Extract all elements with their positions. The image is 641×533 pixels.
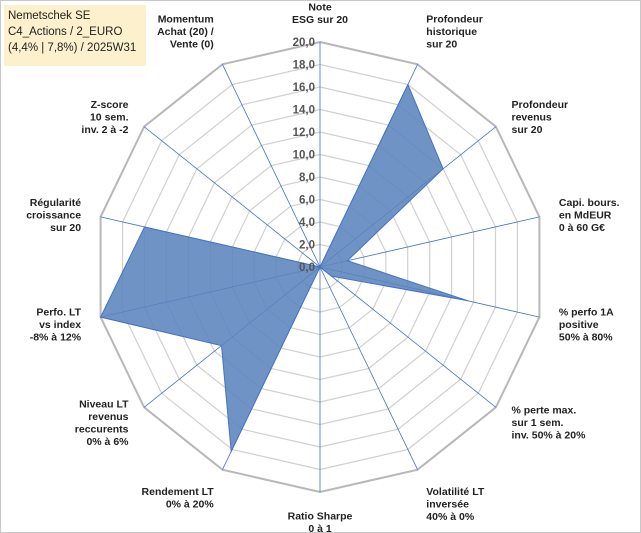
axis-label: % perte max. sur 1 sem. inv. 50% à 20% <box>512 405 587 442</box>
axis-label-line: croissance <box>26 210 81 222</box>
axis-label-line: inv. 50% à 20% <box>512 430 587 442</box>
series-area <box>99 83 469 454</box>
axis-label: Note ESG sur 20 <box>292 2 348 27</box>
axis-label-line: Profondeur <box>426 13 483 25</box>
axis-label-line: Momentum <box>158 13 214 25</box>
axis-label: Niveau LT revenus reccurents 0% à 6% <box>75 398 129 448</box>
axis-label-line: sur 1 sem. <box>512 417 564 429</box>
radar-tick-labels: 0,0 2,0 4,0 6,0 8,0 10,0 12,0 14,0 16,0 18,0 20,0 <box>293 37 315 274</box>
axis-label: Perfo. LT vs index -8% à 12% <box>30 306 82 343</box>
axis-label-line: vs index <box>39 319 81 331</box>
tick-label: 20,0 <box>293 37 315 49</box>
axis-label-line: Niveau LT <box>79 398 129 410</box>
axis-label-line: Vente (0) <box>170 38 214 50</box>
axis-label-line: % perte max. <box>512 405 577 417</box>
axis-label: % perfo 1A positive 50% à 80% <box>559 306 614 343</box>
axis-label-line: Z-score <box>91 99 129 111</box>
axis-label-line: revenus <box>88 411 128 423</box>
radar-series <box>99 83 469 454</box>
tick-label: 4,0 <box>299 217 315 229</box>
info-period: (4,4% | 7,8%) / 2025W31 <box>8 42 137 54</box>
axis-label-line: revenus <box>512 112 552 124</box>
axis-label-line: Rendement LT <box>142 486 215 498</box>
axis-label-line: Perfo. LT <box>36 306 81 318</box>
axis-label: Momentum Achat (20) / Vente (0) <box>157 13 214 50</box>
tick-label: 0,0 <box>299 262 315 274</box>
axis-label-line: historique <box>426 26 477 38</box>
axis-label: Capi. bours. en MdEUR 0 à 60 G€ <box>559 197 620 234</box>
axis-label-line: en MdEUR <box>559 210 612 222</box>
axis-label-line: sur 20 <box>50 222 81 234</box>
axis-label-line: positive <box>559 319 599 331</box>
tick-label: 2,0 <box>299 240 315 252</box>
axis-label-line: 0% à 20% <box>166 499 215 511</box>
axis-label-line: inv. 2 à -2 <box>81 124 128 136</box>
info-box: Nemetschek SE C4_Actions / 2_EURO (4,4% … <box>4 5 146 66</box>
tick-label: 8,0 <box>299 172 315 184</box>
axis-spoke <box>143 126 321 268</box>
axis-label-line: Profondeur <box>512 99 569 111</box>
axis-label-line: sur 20 <box>512 124 543 136</box>
tick-label: 6,0 <box>299 195 315 207</box>
axis-label-line: Achat (20) / <box>157 26 214 38</box>
axis-label-line: 50% à 80% <box>559 331 613 343</box>
tick-label: 16,0 <box>293 82 315 94</box>
axis-label-line: Note <box>308 2 331 14</box>
axis-spoke <box>222 64 321 268</box>
axis-label-line: 40% à 0% <box>426 511 475 523</box>
axis-label-line: -8% à 12% <box>30 331 82 343</box>
axis-label: Profondeur revenus sur 20 <box>512 99 569 136</box>
axis-label: Ratio Sharpe 0 à 1 <box>288 511 353 533</box>
radar-axis-labels: Note ESG sur 20 Profondeur historique sur 20… <box>26 2 619 533</box>
axis-label-line: inversée <box>426 499 469 511</box>
axis-label-line: 0% à 6% <box>86 436 129 448</box>
axis-label-line: % perfo 1A <box>559 306 614 318</box>
axis-label: Régularité croissance sur 20 <box>26 197 81 234</box>
axis-label: Z-score 10 sem. inv. 2 à -2 <box>81 99 128 136</box>
axis-label-line: 0 à 60 G€ <box>559 222 605 234</box>
axis-label-line: Régularité <box>30 197 82 209</box>
axis-label-line: Capi. bours. <box>559 197 620 209</box>
axis-label-line: sur 20 <box>426 38 457 50</box>
axis-spoke <box>319 216 540 268</box>
tick-label: 12,0 <box>293 127 315 139</box>
tick-label: 10,0 <box>293 150 315 162</box>
axis-label: Profondeur historique sur 20 <box>426 13 483 50</box>
axis-label-line: reccurents <box>75 423 129 435</box>
axis-spoke <box>319 266 418 470</box>
info-title: Nemetschek SE <box>8 10 91 22</box>
info-category: C4_Actions / 2_EURO <box>8 26 123 38</box>
axis-label-line: 10 sem. <box>90 112 129 124</box>
axis-label-line: Ratio Sharpe <box>288 511 353 523</box>
axis-spoke <box>319 266 497 408</box>
axis-label-line: ESG sur 20 <box>292 14 348 26</box>
tick-label: 18,0 <box>293 60 315 72</box>
axis-label: Volatilité LT inversée 40% à 0% <box>426 486 485 523</box>
axis-label-line: Volatilité LT <box>426 486 485 498</box>
axis-label: Rendement LT 0% à 20% <box>142 486 215 511</box>
tick-label: 14,0 <box>293 105 315 117</box>
axis-label-line: 0 à 1 <box>308 523 332 533</box>
